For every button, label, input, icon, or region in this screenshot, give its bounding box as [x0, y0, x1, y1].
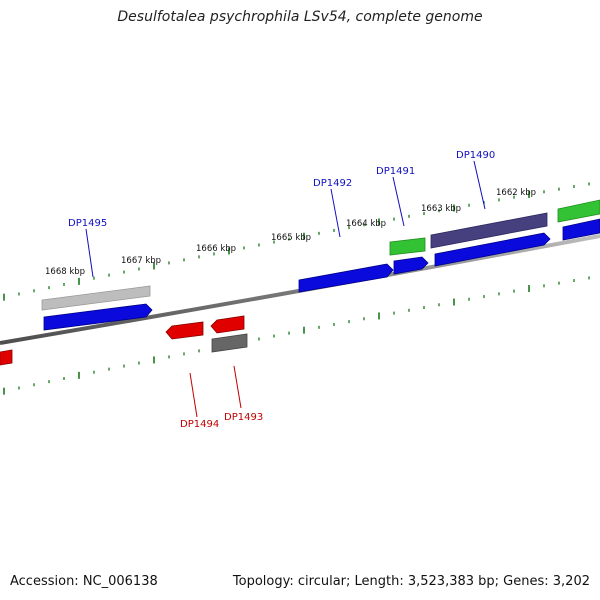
outer-tick-ring: [3, 182, 590, 301]
cds-arrow-dp1492[interactable]: [298, 263, 394, 293]
gene-label-dp1490[interactable]: DP1490: [456, 150, 495, 161]
inner-tick-ring: [3, 276, 590, 395]
purple-feature-dp1490[interactable]: [430, 212, 548, 249]
cds-arrow-dp1494[interactable]: [165, 321, 204, 340]
cds-arrow-edge[interactable]: [562, 218, 600, 241]
leader-dp1491: [392, 176, 405, 227]
green-feature-edge[interactable]: [557, 199, 600, 223]
gene-label-dp1491[interactable]: DP1491: [376, 166, 415, 177]
kbp-label-1663: 1663 kbp: [421, 204, 461, 214]
kbp-label-1666: 1666 kbp: [196, 244, 236, 254]
dark-gray-feature-dp1493[interactable]: [211, 333, 248, 353]
cds-arrow-dp1495[interactable]: [43, 303, 153, 331]
kbp-label-1664: 1664 kbp: [346, 219, 386, 229]
kbp-label-1667: 1667 kbp: [121, 256, 161, 266]
accession-text: Accession: NC_006138: [10, 574, 158, 589]
gene-label-dp1492[interactable]: DP1492: [313, 178, 352, 189]
kbp-label-1662: 1662 kbp: [496, 188, 536, 198]
cds-arrow-dp1491[interactable]: [393, 256, 429, 275]
green-feature-dp1491[interactable]: [389, 237, 426, 256]
leader-dp1490: [473, 160, 486, 210]
gray-feature-dp1495-region[interactable]: [41, 285, 151, 311]
cds-arrow-left-edge[interactable]: [0, 349, 13, 366]
genome-summary-text: Topology: circular; Length: 3,523,383 bp…: [232, 574, 590, 589]
leader-dp1495: [85, 228, 94, 278]
map-title: Desulfotalea psychrophila LSv54, complet…: [117, 9, 483, 25]
gene-label-dp1493[interactable]: DP1493: [224, 412, 263, 423]
kbp-label-1668: 1668 kbp: [45, 267, 85, 277]
kbp-label-1665: 1665 kbp: [271, 233, 311, 243]
leader-dp1493: [233, 365, 242, 409]
leader-dp1492: [330, 188, 341, 238]
gene-label-dp1495[interactable]: DP1495: [68, 218, 107, 229]
gene-label-dp1494[interactable]: DP1494: [180, 419, 219, 430]
leader-dp1494: [189, 372, 198, 418]
cds-arrow-dp1490[interactable]: [434, 232, 551, 267]
cds-arrow-dp1493[interactable]: [210, 315, 245, 334]
